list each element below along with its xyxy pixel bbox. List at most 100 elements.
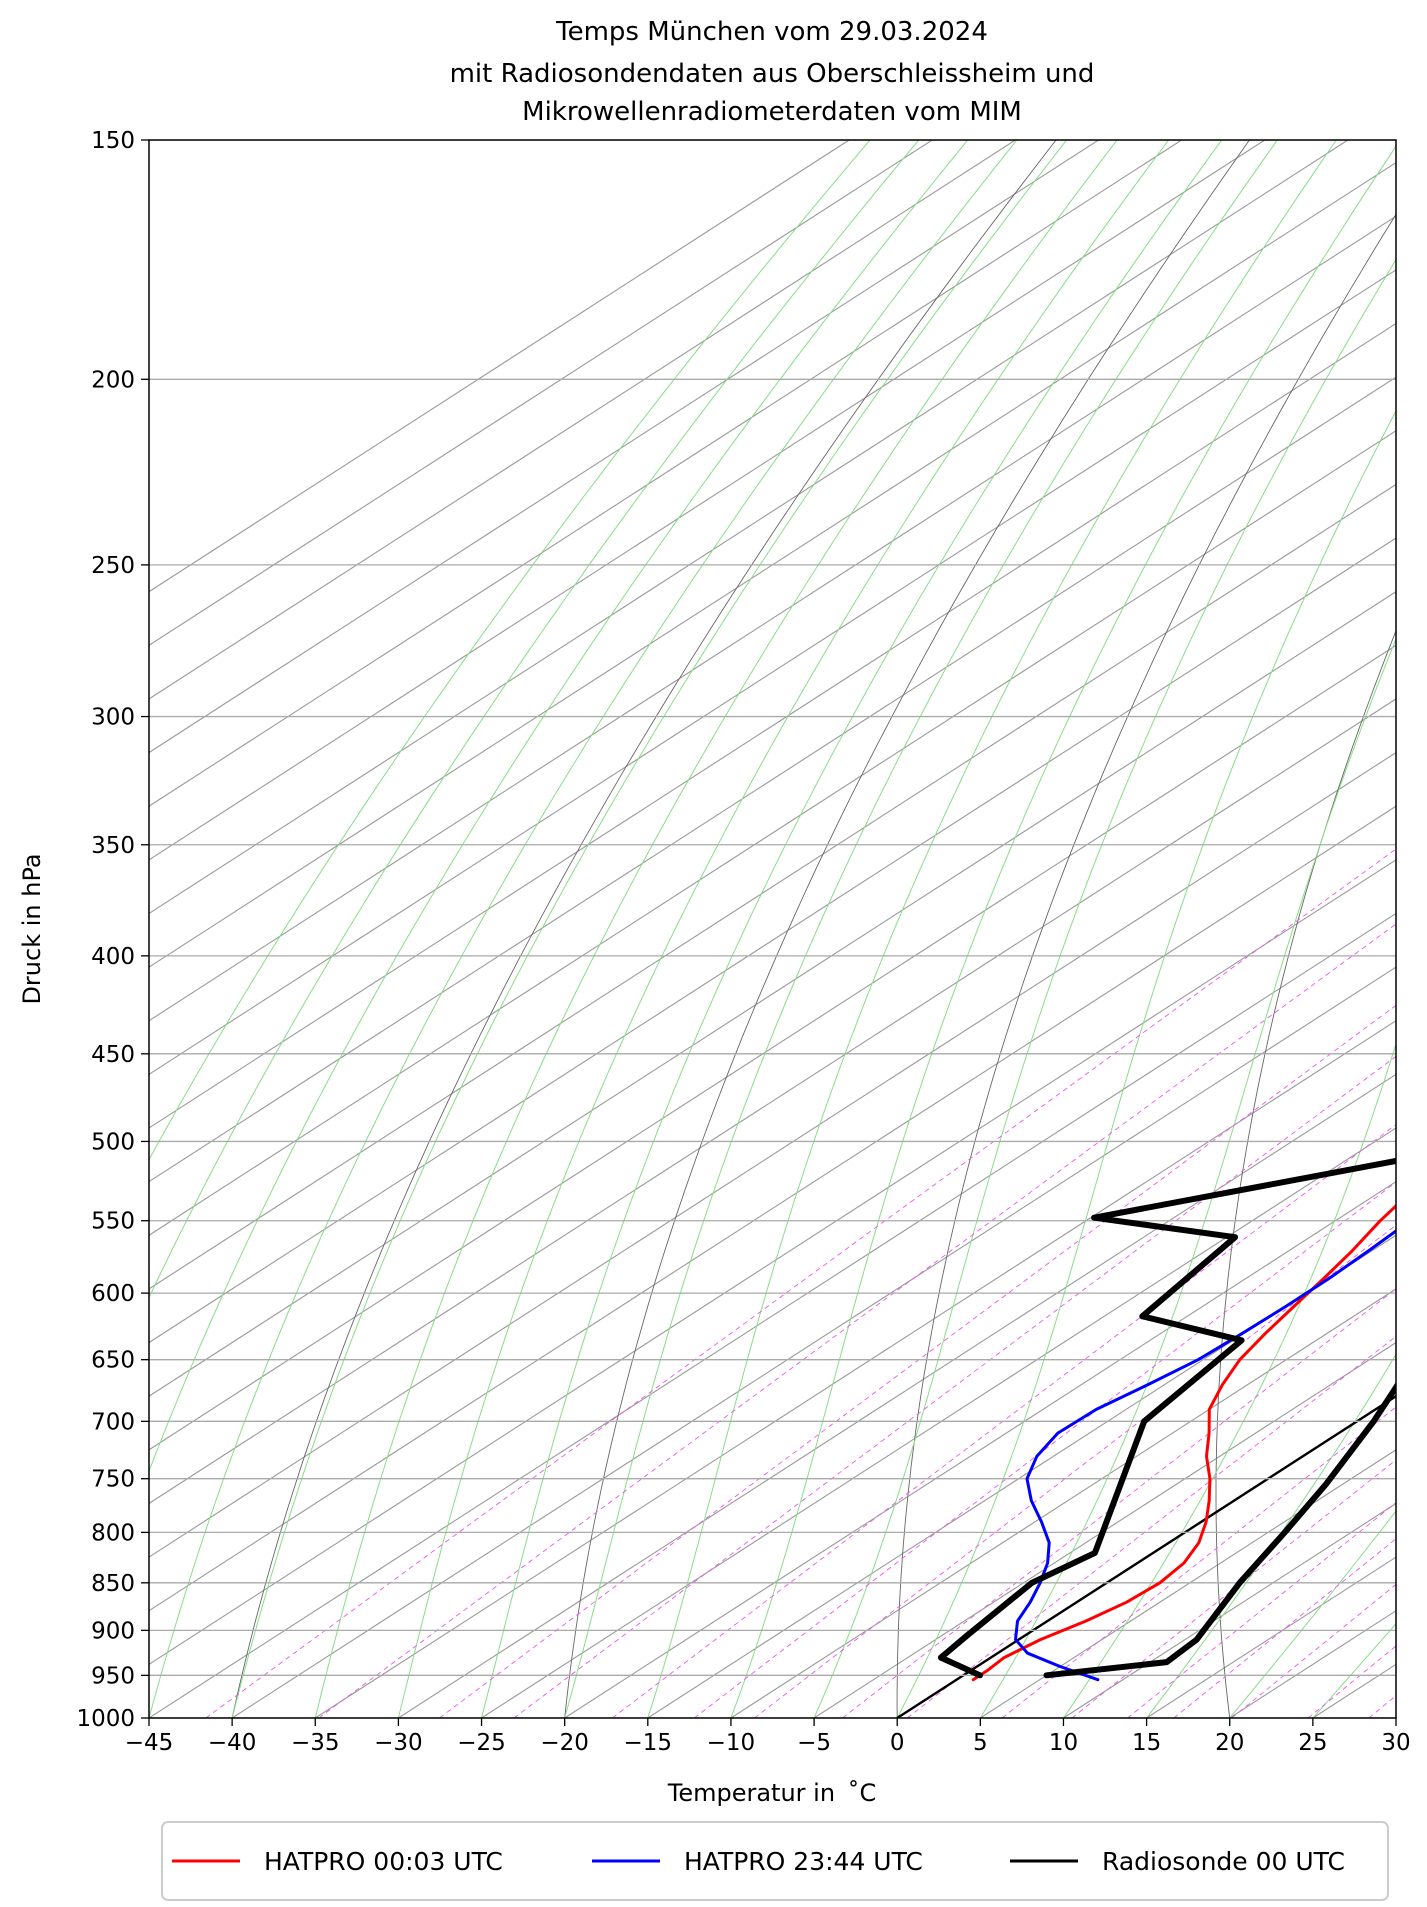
isotherm--20 (564, 1181, 1396, 1718)
x-tick-label-11: 10 (1049, 1730, 1078, 1756)
isotherm--50 (149, 859, 1396, 1666)
moist-adiabat--15 (647, 140, 1337, 1718)
isotherm--145 (149, 140, 933, 646)
isotherm--115 (149, 161, 1396, 968)
legend: HATPRO 00:03 UTC HATPRO 23:44 UTC Radios… (161, 1821, 1389, 1901)
mixing-ratio-12 (1173, 1538, 1396, 1718)
isotherm--40 (231, 966, 1396, 1718)
isotherm--45 (149, 912, 1396, 1718)
series-line-3 (1043, 1381, 1396, 1679)
isotherm--55 (149, 805, 1396, 1612)
isotherm--30 (398, 1073, 1396, 1718)
x-tick-label-9: 0 (890, 1730, 905, 1756)
isotherm--15 (647, 1234, 1396, 1718)
moist-adiabat--60 (149, 140, 871, 1161)
x-tick-label-0: −45 (125, 1730, 174, 1756)
pressure-gridlines (149, 140, 1396, 1718)
y-tick-label-7: 500 (91, 1129, 135, 1155)
isotherm--150 (149, 140, 850, 593)
plot-frame (148, 139, 1397, 1719)
series-line-2 (937, 1157, 1396, 1679)
x-tick-label-1: −40 (208, 1730, 257, 1756)
y-tick-label-8: 550 (91, 1209, 135, 1235)
x-tick-label-8: −5 (797, 1730, 831, 1756)
x-tick-label-2: −35 (291, 1730, 340, 1756)
isotherm--140 (149, 140, 1016, 700)
moist-adiabat--50 (149, 140, 969, 1473)
y-tick-label-12: 750 (91, 1467, 135, 1493)
isotherm--5 (813, 1341, 1396, 1718)
chart-title-line-2: mit Radiosondendaten aus Oberschleisshei… (450, 59, 1095, 89)
chart-title-line-3: Mikrowellenradiometerdaten vom MIM (522, 97, 1022, 127)
legend-label-hatpro-0003: HATPRO 00:03 UTC (264, 1847, 503, 1876)
y-tick-label-3: 300 (91, 705, 135, 731)
mixing-ratio-20 (1307, 1645, 1396, 1718)
chart-title-line-1: Temps München vom 29.03.2024 (555, 17, 988, 47)
mixing-ratio-30 (1419, 379, 1427, 1718)
isotherm--85 (149, 483, 1396, 1290)
y-axis-ticks: 150 200 250 300 350 400 450 500 550 600 650 700 750 8… (76, 128, 149, 1732)
moist-adiabat-15 (1146, 1353, 1396, 1718)
dry-adiabat--40 (231, 140, 1057, 1718)
x-tick-label-6: −15 (624, 1730, 673, 1756)
mixing-ratio-1.5 (694, 1181, 1396, 1718)
isotherm--105 (149, 269, 1396, 1076)
x-tick-label-4: −25 (457, 1730, 506, 1756)
moist-adiabat--45 (149, 140, 1018, 1718)
legend-label-radiosonde: Radiosonde 00 UTC (1102, 1847, 1345, 1876)
mixing-ratio-15 (1231, 1583, 1396, 1718)
isotherm--110 (149, 215, 1396, 1022)
background-lines (149, 140, 1427, 1718)
x-axis-label: Temperatur in ˚C (667, 1779, 876, 1807)
isotherm-30 (1395, 1717, 1396, 1718)
y-tick-label-1: 200 (91, 367, 135, 393)
isotherm--90 (149, 430, 1396, 1236)
mixing-ratio-0.1 (205, 848, 1396, 1718)
moist-adiabat--40 (231, 140, 1067, 1718)
isotherm--135 (149, 140, 1099, 754)
y-tick-label-0: 150 (91, 128, 135, 154)
y-axis-label: Druck in hPa (18, 853, 46, 1004)
y-tick-label-14: 850 (91, 1571, 135, 1597)
isotherm--65 (149, 698, 1396, 1505)
isotherm--10 (730, 1288, 1396, 1718)
moist-adiabat--55 (149, 140, 920, 1299)
mixing-ratio-2 (754, 1224, 1396, 1718)
mixing-ratio-0.6 (513, 1055, 1396, 1718)
isotherm--75 (149, 591, 1396, 1397)
y-tick-label-10: 650 (91, 1348, 135, 1374)
profile-series (937, 1157, 1396, 1682)
isotherm--120 (149, 140, 1349, 915)
isotherm--100 (149, 322, 1396, 1129)
x-axis-ticks: −45 −40 −35 −30 −25 −20 −15 −10 −5 0 5 10 15 20 25 30 (125, 1718, 1411, 1756)
y-tick-label-4: 350 (91, 833, 135, 859)
isotherm--35 (314, 1020, 1396, 1718)
x-tick-label-14: 25 (1298, 1730, 1327, 1756)
x-tick-label-3: −30 (374, 1730, 423, 1756)
dry-adiabat--20 (564, 140, 1250, 1718)
mixing-ratio-25 (1368, 1695, 1396, 1718)
dry-adiabat-0 (896, 213, 1396, 1718)
x-tick-label-10: 5 (973, 1730, 988, 1756)
moist-adiabat-20 (1229, 1510, 1396, 1718)
isotherm-5 (980, 1449, 1396, 1718)
x-tick-label-15: 30 (1381, 1730, 1410, 1756)
x-tick-label-12: 15 (1132, 1730, 1161, 1756)
isotherm-15 (1146, 1556, 1396, 1718)
isotherm--70 (149, 644, 1396, 1451)
isotherm--80 (149, 537, 1396, 1344)
isotherm--25 (481, 1127, 1396, 1718)
mixing-ratio-4 (907, 1335, 1396, 1718)
y-tick-label-13: 800 (91, 1520, 135, 1546)
mixing-ratio-0.4 (439, 1004, 1396, 1718)
moist-adiabat--20 (564, 140, 1278, 1718)
moist-adiabat--35 (314, 140, 1118, 1718)
moist-adiabat--10 (730, 145, 1396, 1718)
series-line-0 (971, 1203, 1396, 1682)
y-tick-label-16: 950 (91, 1663, 135, 1689)
y-tick-label-17: 1000 (76, 1706, 135, 1732)
isotherm--125 (149, 140, 1266, 861)
y-tick-label-5: 400 (91, 944, 135, 970)
y-tick-label-6: 450 (91, 1042, 135, 1068)
